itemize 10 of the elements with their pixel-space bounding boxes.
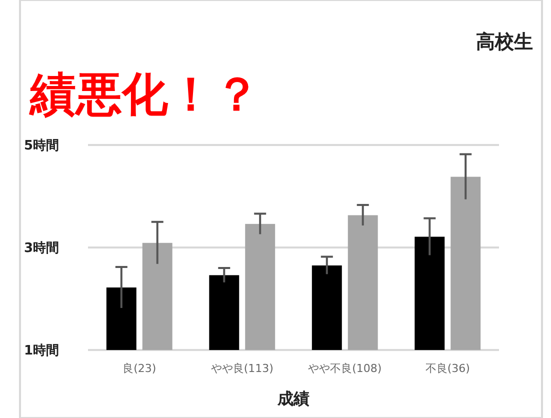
x-axis-title: 成績 [276, 389, 310, 408]
y-tick-label: 3時間 [24, 241, 60, 256]
chart-title: 高校生 [476, 31, 533, 53]
x-tick-label: やや良(113) [210, 362, 274, 375]
x-tick-label: やや不良(108) [308, 362, 382, 375]
x-tick-label: 良(23) [122, 362, 156, 375]
y-tick-label: 1時間 [24, 344, 60, 359]
text: 績悪化！？ [28, 67, 260, 121]
y-tick-label: 5時間 [24, 138, 60, 154]
x-tick-label: 不良(36) [425, 362, 470, 375]
